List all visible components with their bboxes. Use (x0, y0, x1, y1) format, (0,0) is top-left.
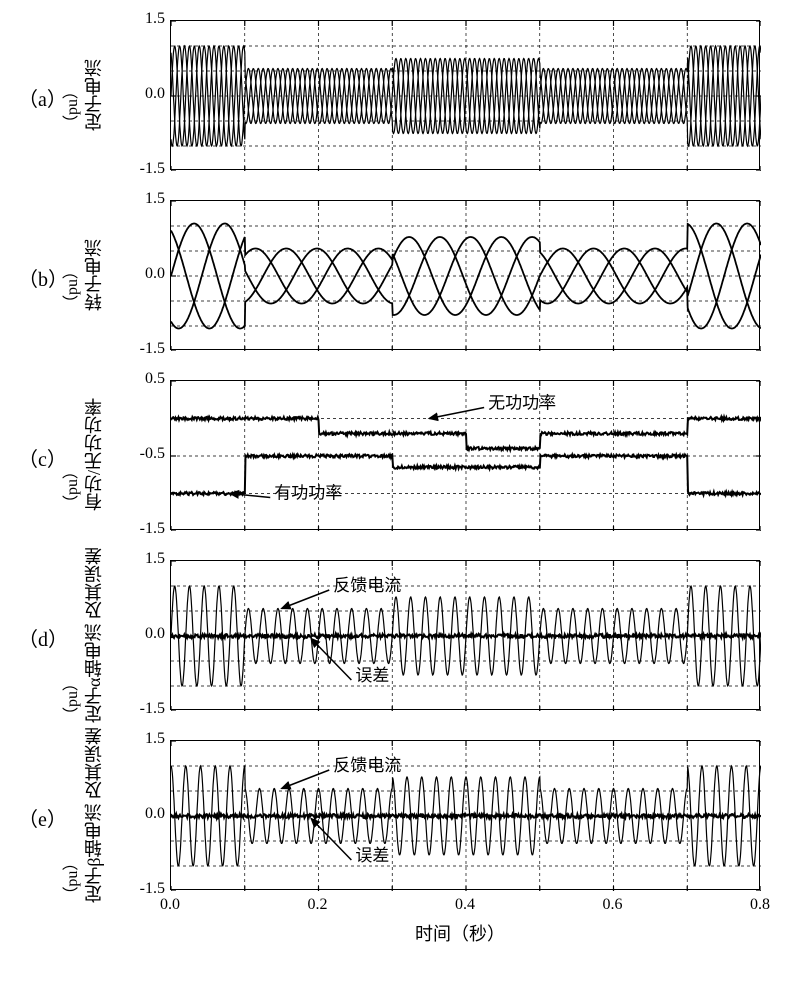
plot-svg-c: 无功功率有功功率 (171, 381, 761, 531)
xtick-label: 0.0 (150, 896, 190, 914)
ytick-label: -1.5 (125, 520, 165, 538)
ytick-label: -1.5 (125, 700, 165, 718)
panel-a: （a）（pu）定子电流-1.50.01.5 (0, 20, 812, 170)
plot-svg-e: 反馈电流误差 (171, 741, 761, 891)
ytick-label: 1.5 (125, 730, 165, 748)
ytick-label: 0.0 (125, 625, 165, 643)
ylabel-group-a: （pu）定子电流 (68, 20, 98, 170)
ylabel-group-d: （pu）定子α轴电流 及其误差 (68, 560, 98, 710)
plot-svg-d: 反馈电流误差 (171, 561, 761, 711)
panel-b: （b）（pu）转子电流-1.50.01.5 (0, 200, 812, 350)
ylabel-group-b: （pu）转子电流 (68, 200, 98, 350)
ytick-label: 1.5 (125, 550, 165, 568)
ytick-label: -1.5 (125, 160, 165, 178)
plot-svg-a (171, 21, 761, 171)
ylabel-a: 定子电流 (85, 59, 105, 131)
ylabel-d: 定子α轴电流 及其误差 (85, 547, 105, 723)
panel-c: （c）（pu）有功/无功功率-1.5-0.50.5无功功率有功功率 (0, 380, 812, 530)
panel-e: （e）（pu）定子β轴电流 及其误差-1.50.01.5反馈电流误差 (0, 740, 812, 890)
ytick-label: 0.0 (125, 85, 165, 103)
xtick-label: 0.6 (593, 896, 633, 914)
ytick-label: 1.5 (125, 10, 165, 28)
annotation-text: 误差 (355, 846, 389, 865)
annotation-text: 反馈电流 (333, 576, 401, 595)
xtick-label: 0.8 (740, 896, 780, 914)
panel-label-a: （a） (18, 83, 67, 112)
ylabel-e: 定子β轴电流 及其误差 (85, 727, 105, 903)
ytick-label: 0.0 (125, 805, 165, 823)
annotation-text: 误差 (355, 666, 389, 685)
plot-area-e: 反馈电流误差 (170, 740, 760, 890)
plot-area-b (170, 200, 760, 350)
xtick-label: 0.2 (298, 896, 338, 914)
yunit-e: （pu） (61, 729, 85, 903)
yunit-d: （pu） (61, 549, 85, 723)
ytick-label: 0.0 (125, 265, 165, 283)
annotation-text: 反馈电流 (333, 756, 401, 775)
yunit-b: （pu） (61, 241, 85, 311)
annotation-text: 有功功率 (274, 484, 342, 503)
plot-area-a (170, 20, 760, 170)
xtick-label: 0.4 (445, 896, 485, 914)
ytick-label: 0.5 (125, 370, 165, 388)
ytick-label: -1.5 (125, 340, 165, 358)
panel-d: （d）（pu）定子α轴电流 及其误差-1.50.01.5反馈电流误差 (0, 560, 812, 710)
ylabel-group-e: （pu）定子β轴电流 及其误差 (68, 740, 98, 890)
panel-label-e: （e） (18, 803, 67, 832)
yunit-c: （pu） (61, 400, 85, 511)
panel-label-c: （c） (18, 443, 67, 472)
ylabel-b: 转子电流 (85, 239, 105, 311)
plot-area-d: 反馈电流误差 (170, 560, 760, 710)
xlabel: 时间（秒） (415, 920, 505, 946)
ytick-label: 1.5 (125, 190, 165, 208)
ylabel-c: 有功/无功功率 (85, 398, 105, 511)
yunit-a: （pu） (61, 61, 85, 131)
annotation-text: 无功功率 (488, 394, 556, 413)
figure-root: （a）（pu）定子电流-1.50.01.5（b）（pu）转子电流-1.50.01… (0, 0, 812, 1000)
ytick-label: -0.5 (125, 445, 165, 463)
plot-svg-b (171, 201, 761, 351)
plot-area-c: 无功功率有功功率 (170, 380, 760, 530)
ylabel-group-c: （pu）有功/无功功率 (68, 380, 98, 530)
